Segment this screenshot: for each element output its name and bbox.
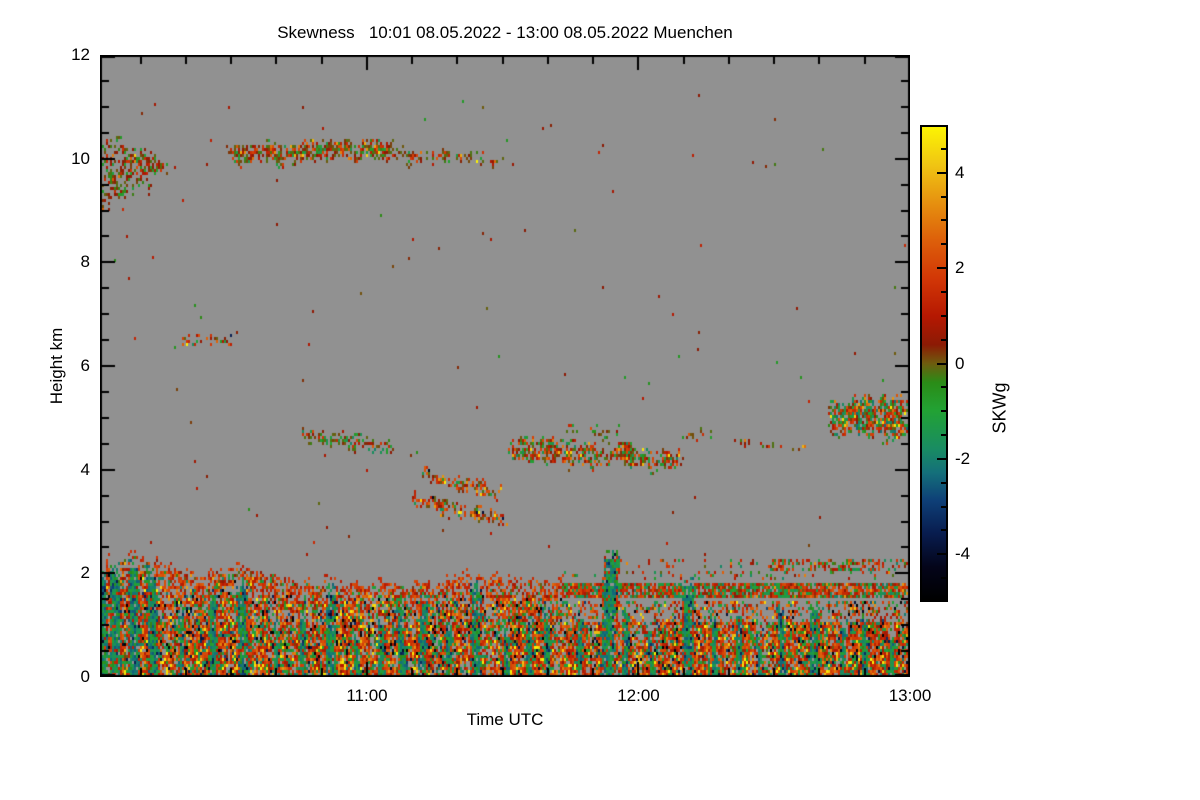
colorbar-tick [941,410,946,413]
colorbar-tick [941,434,946,437]
colorbar-tick-label: 2 [955,258,965,278]
chart-title: Skewness 10:01 08.05.2022 - 13:00 08.05.… [277,23,733,42]
colorbar-tick [941,481,946,484]
colorbar-tick [941,314,946,317]
x-axis-label: Time UTC [466,710,544,729]
colorbar-tick [941,243,946,246]
x-tick-label: 13:00 [888,686,932,705]
colorbar-tick-label: 0 [955,353,965,373]
y-tick-label: 0 [80,667,90,686]
y-tick-label: 10 [71,148,90,168]
colorbar-tick [941,219,946,222]
colorbar-tick [941,505,946,508]
colorbar-tick [941,577,946,580]
colorbar-tick [941,195,946,198]
x-tick-label: 12:00 [617,686,660,705]
colorbar-tick [941,529,946,532]
colorbar-tick [941,290,946,293]
colorbar-tick [941,147,946,150]
colorbar-axis-label: SKWg [989,382,1010,434]
colorbar-tick [937,362,946,365]
x-tick-label: 11:00 [346,686,388,705]
colorbar-tick [937,553,946,556]
colorbar-tick-label: -4 [955,544,971,564]
colorbar-tick [941,338,946,341]
colorbar-tick [937,267,946,270]
y-tick-label: 8 [80,252,90,272]
colorbar-tick [937,457,946,460]
heatmap-canvas [100,55,910,677]
colorbar-tick-label: -2 [955,448,971,468]
colorbar-tick-label: 4 [955,162,965,182]
colorbar-tick [941,386,946,389]
colorbar-tick [937,171,946,174]
y-tick-label: 12 [71,45,90,64]
y-tick-label: 6 [80,356,90,375]
y-tick-label: 4 [80,459,90,479]
y-tick-label: 2 [80,563,90,583]
